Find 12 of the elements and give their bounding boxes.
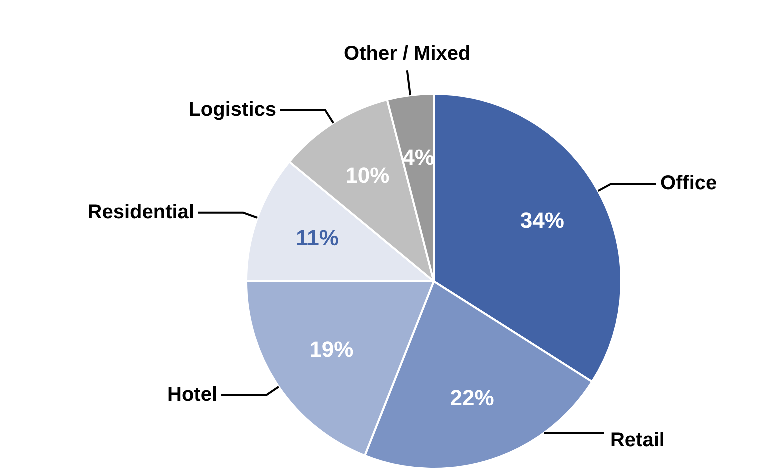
data-label: 10% [346, 163, 390, 188]
slice-label: Other / Mixed [344, 43, 471, 66]
data-label: 19% [310, 337, 354, 362]
data-label: 4% [402, 144, 434, 170]
slice-label: Retail [610, 430, 665, 452]
slice-label: Hotel [168, 384, 218, 406]
slice-label: Logistics [188, 99, 276, 122]
data-label: 22% [450, 385, 494, 410]
data-label: 34% [520, 208, 564, 233]
slice-label: Residential [88, 201, 194, 224]
data-label: 11% [296, 226, 339, 251]
slice-label: Office [660, 172, 718, 194]
